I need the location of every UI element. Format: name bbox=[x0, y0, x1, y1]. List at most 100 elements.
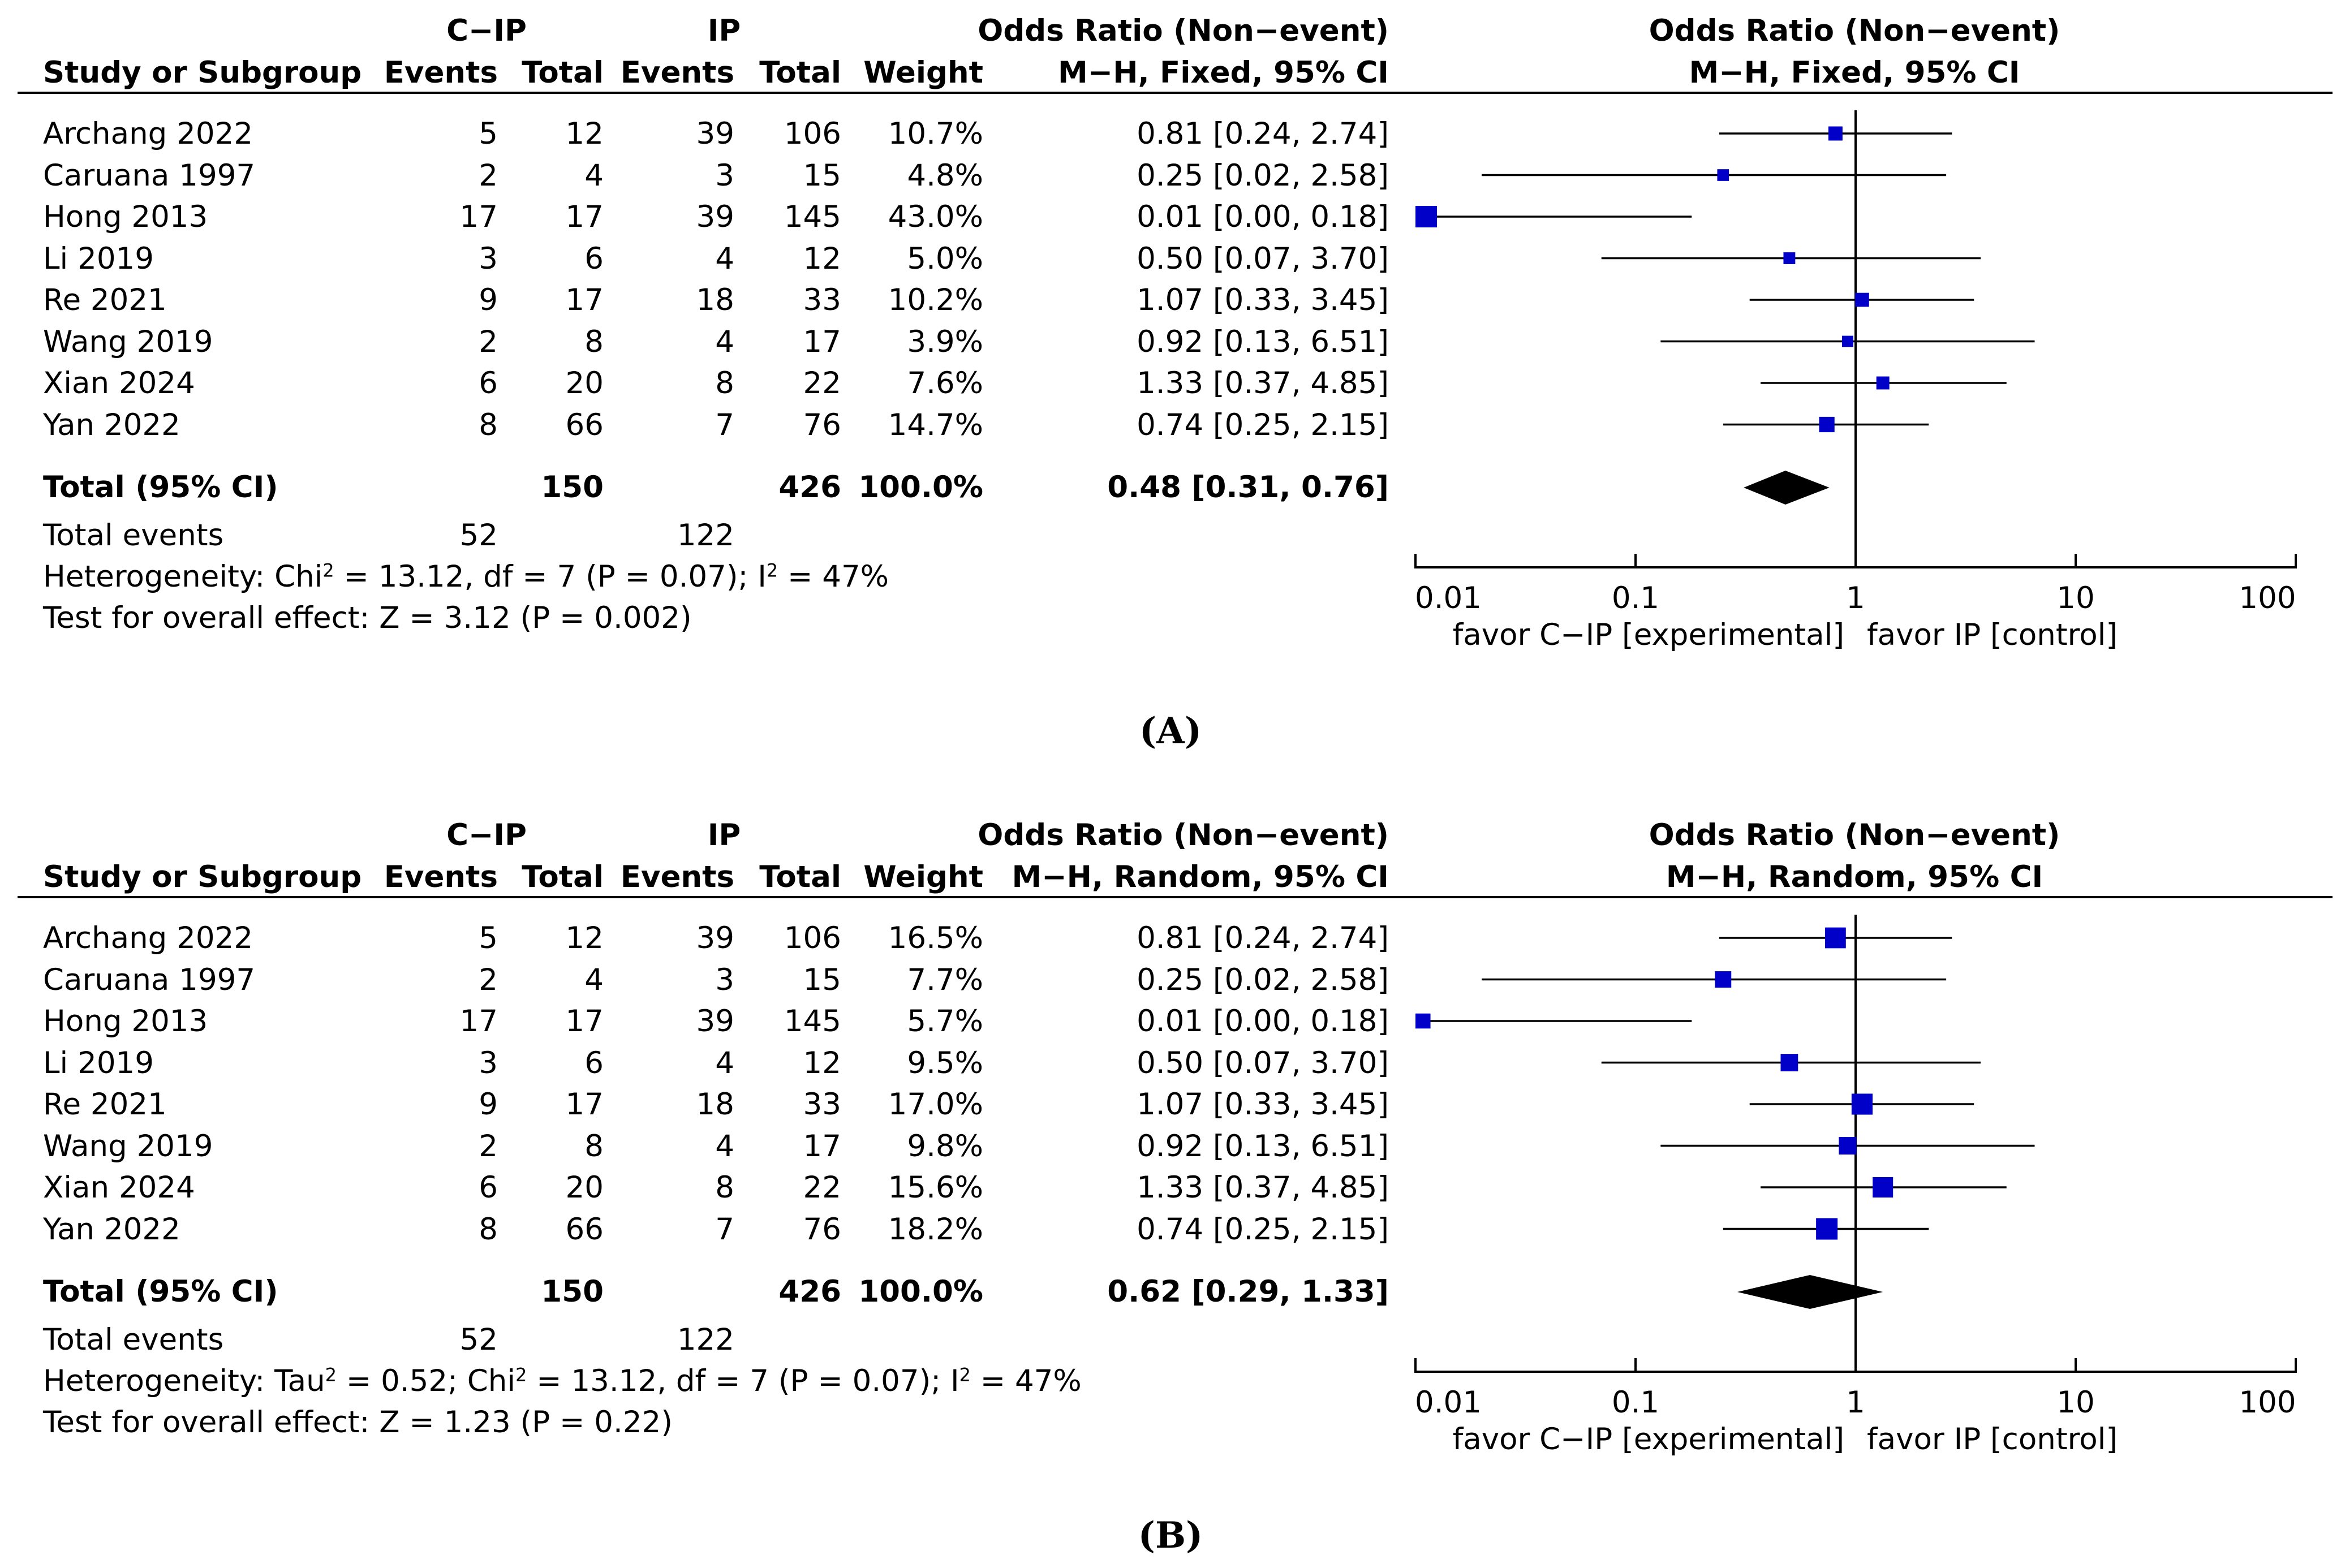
header-rule bbox=[18, 896, 2333, 898]
events-exp: 6 bbox=[479, 366, 498, 400]
overall-effect-test: Test for overall effect: Z = 1.23 (P = 0… bbox=[43, 1405, 673, 1440]
study-weight: 4.8% bbox=[907, 158, 983, 193]
events-exp: 17 bbox=[459, 200, 498, 234]
study-marker bbox=[1819, 416, 1835, 433]
events-exp: 6 bbox=[479, 1170, 498, 1205]
study-name: Hong 2013 bbox=[43, 1004, 208, 1039]
total-ctrl: 106 bbox=[784, 921, 841, 955]
col-header-total-exp: Total bbox=[522, 55, 604, 90]
events-exp: 2 bbox=[479, 962, 498, 997]
heterogeneity-stats: Heterogeneity: Tau2 = 0.52; Chi2 = 13.12… bbox=[43, 1366, 1082, 1396]
study-name: Caruana 1997 bbox=[43, 158, 256, 193]
total-exp: 17 bbox=[565, 1004, 604, 1039]
heterogeneity-part: = 47% bbox=[778, 559, 889, 594]
effect-header-right: Odds Ratio (Non−event) bbox=[1649, 818, 2060, 852]
group-header-experimental: C−IP bbox=[446, 818, 527, 852]
study-weight: 14.7% bbox=[888, 407, 983, 442]
study-ci: 0.25 [0.02, 2.58] bbox=[1137, 158, 1389, 193]
superscript-2: 2 bbox=[515, 1364, 527, 1386]
study-marker bbox=[1839, 1136, 1857, 1155]
total-exp: 6 bbox=[584, 241, 604, 276]
group-header-control: IP bbox=[707, 14, 741, 48]
total-ctrl: 33 bbox=[803, 1087, 841, 1122]
study-weight: 9.5% bbox=[907, 1045, 983, 1080]
study-weight: 43.0% bbox=[888, 200, 983, 234]
total-events-exp: 52 bbox=[459, 1323, 498, 1357]
total-ctrl: 145 bbox=[784, 200, 841, 234]
x-tick-label: 0.01 bbox=[1415, 1385, 1482, 1420]
events-ctrl: 8 bbox=[715, 366, 734, 400]
total-exp: 4 bbox=[584, 962, 604, 997]
total-ctrl: 15 bbox=[803, 962, 841, 997]
favor-right-label: favor IP [control] bbox=[1867, 618, 2118, 652]
study-weight: 9.8% bbox=[907, 1128, 983, 1164]
col-header-events-ctrl: Events bbox=[620, 860, 734, 894]
total-events-ctrl: 122 bbox=[677, 1323, 734, 1357]
study-marker bbox=[1851, 1093, 1873, 1115]
study-weight: 7.7% bbox=[907, 962, 983, 997]
group-header-control: IP bbox=[707, 818, 741, 852]
superscript-2: 2 bbox=[325, 1364, 337, 1386]
study-ci: 1.33 [0.37, 4.85] bbox=[1137, 366, 1389, 400]
favor-left-label: favor C−IP [experimental] bbox=[1453, 618, 1844, 652]
study-marker bbox=[1415, 1013, 1431, 1029]
events-ctrl: 4 bbox=[715, 1045, 734, 1080]
study-marker bbox=[1816, 1218, 1838, 1240]
col-header-weight: Weight bbox=[863, 860, 983, 894]
study-ci: 1.33 [0.37, 4.85] bbox=[1137, 1170, 1389, 1205]
total-exp: 17 bbox=[565, 283, 604, 317]
events-ctrl: 39 bbox=[696, 1004, 734, 1039]
col-header-method-left: M−H, Random, 95% CI bbox=[1012, 860, 1389, 894]
total-ctrl: 12 bbox=[803, 241, 841, 276]
superscript-2: 2 bbox=[766, 560, 778, 581]
heterogeneity-part: Heterogeneity: Tau bbox=[43, 1364, 325, 1398]
total-ctrl: 15 bbox=[803, 158, 841, 193]
heterogeneity-part: Heterogeneity: Chi bbox=[43, 559, 323, 594]
x-tick-label: 100 bbox=[2239, 581, 2296, 615]
study-ci: 0.01 [0.00, 0.18] bbox=[1137, 200, 1389, 234]
x-tick-label: 0.01 bbox=[1415, 581, 1482, 615]
study-name: Re 2021 bbox=[43, 1087, 167, 1122]
heterogeneity-part: = 0.52; Chi bbox=[336, 1364, 516, 1398]
events-exp: 2 bbox=[479, 158, 498, 193]
total-exp: 66 bbox=[565, 1212, 604, 1247]
total-ctrl: 33 bbox=[803, 283, 841, 317]
study-name: Li 2019 bbox=[43, 1045, 154, 1080]
study-name: Re 2021 bbox=[43, 283, 167, 317]
total-exp: 20 bbox=[565, 366, 604, 400]
total-exp: 150 bbox=[541, 470, 604, 505]
total-ci: 0.48 [0.31, 0.76] bbox=[1107, 470, 1389, 505]
total-exp: 66 bbox=[565, 407, 604, 442]
forest-plot-b: 0.01 0.1 1 10 100 favor C−IP [experimental] fa… bbox=[1414, 915, 2297, 1457]
total-ctrl: 17 bbox=[803, 1128, 841, 1164]
total-ctrl: 426 bbox=[778, 470, 841, 505]
total-ctrl: 17 bbox=[803, 324, 841, 359]
total-events-label: Total events bbox=[43, 518, 224, 553]
total-events-exp: 52 bbox=[459, 518, 498, 553]
total-exp: 8 bbox=[584, 1128, 604, 1164]
study-ci: 0.25 [0.02, 2.58] bbox=[1137, 962, 1389, 997]
events-ctrl: 4 bbox=[715, 1128, 734, 1164]
total-exp: 4 bbox=[584, 158, 604, 193]
events-ctrl: 39 bbox=[696, 200, 734, 234]
total-ctrl: 12 bbox=[803, 1045, 841, 1080]
study-name: Archang 2022 bbox=[43, 117, 253, 151]
study-name: Xian 2024 bbox=[43, 1170, 195, 1205]
study-name: Yan 2022 bbox=[43, 1212, 180, 1247]
panel-caption: (A) bbox=[1139, 710, 1202, 752]
events-exp: 5 bbox=[479, 117, 498, 151]
favor-left-label: favor C−IP [experimental] bbox=[1453, 1422, 1844, 1457]
col-header-total-exp: Total bbox=[522, 860, 604, 894]
study-ci: 0.50 [0.07, 3.70] bbox=[1137, 1045, 1389, 1080]
total-exp: 8 bbox=[584, 324, 604, 359]
study-name: Hong 2013 bbox=[43, 200, 208, 234]
events-ctrl: 7 bbox=[715, 1212, 734, 1247]
effect-header-left: Odds Ratio (Non−event) bbox=[978, 14, 1389, 48]
events-ctrl: 3 bbox=[715, 158, 734, 193]
pooled-diamond bbox=[1744, 471, 1830, 505]
study-name: Li 2019 bbox=[43, 241, 154, 276]
x-tick-label: 1 bbox=[1846, 1385, 1865, 1420]
events-ctrl: 4 bbox=[715, 241, 734, 276]
study-marker bbox=[1876, 376, 1890, 390]
col-header-study: Study or Subgroup bbox=[43, 860, 362, 894]
